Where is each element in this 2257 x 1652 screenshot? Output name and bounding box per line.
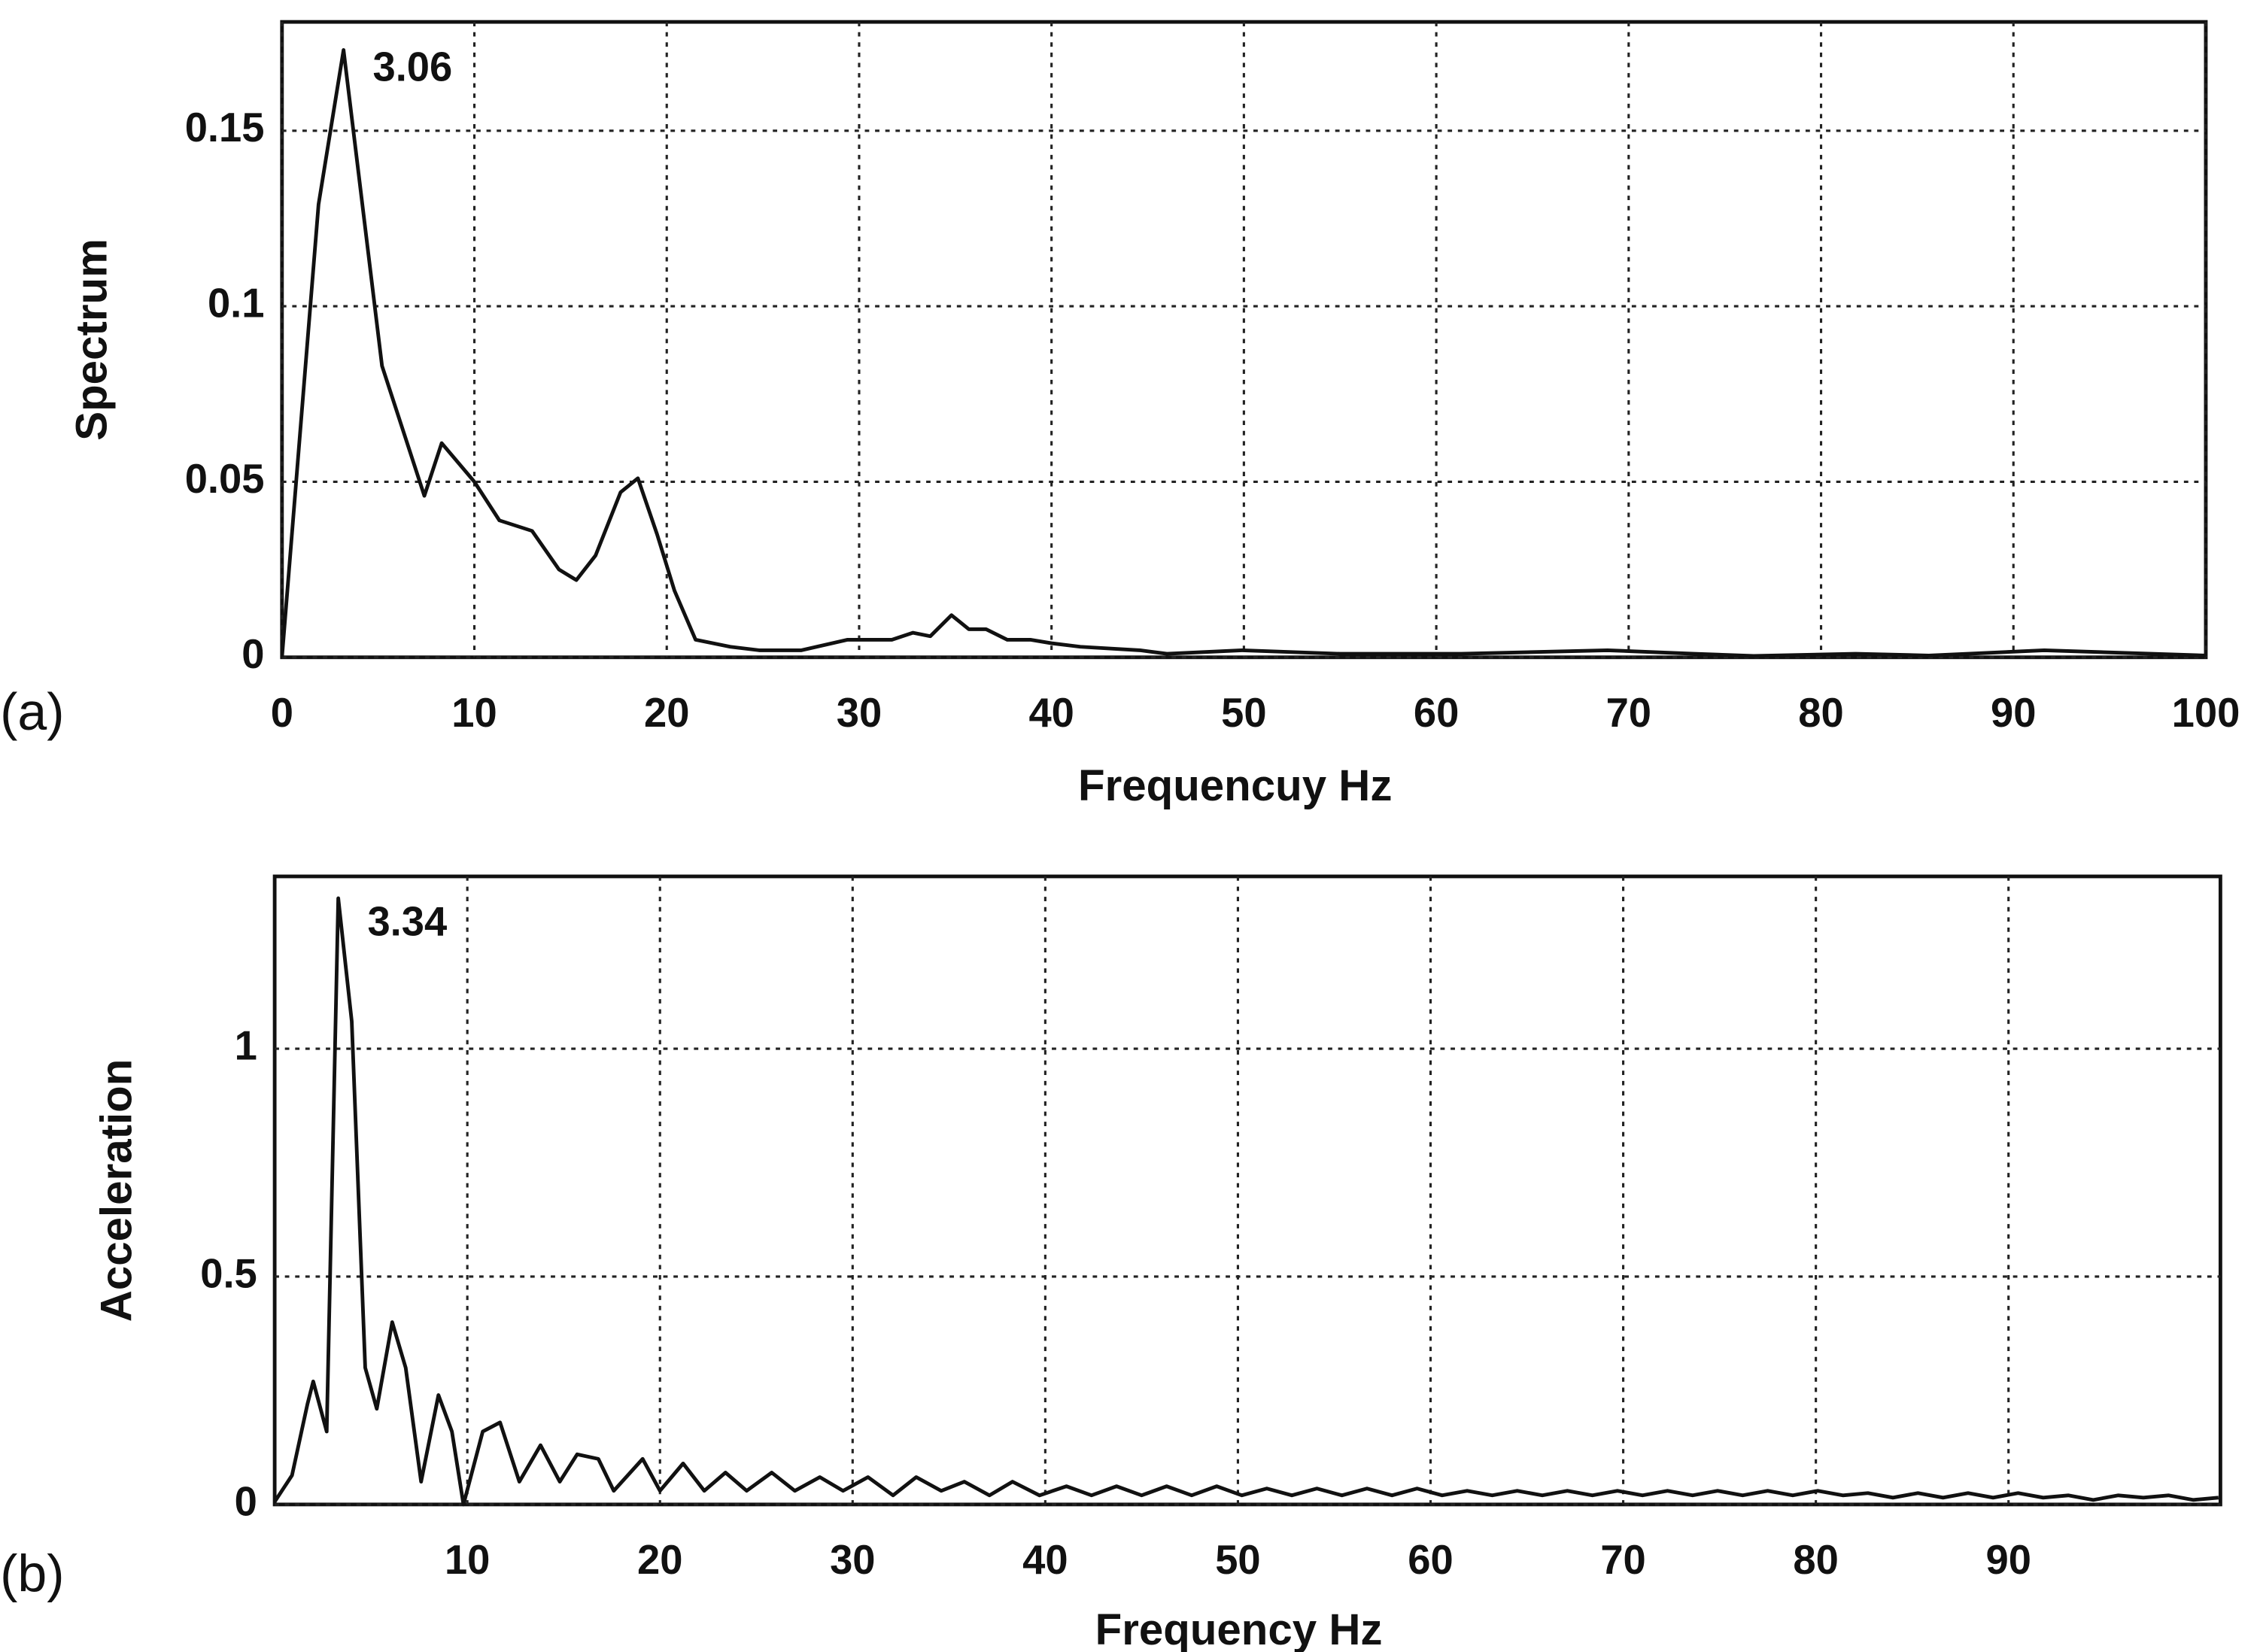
y-tick-label: 0 bbox=[235, 1478, 257, 1524]
y-tick-label: 0.05 bbox=[185, 456, 265, 502]
x-tick-label: 10 bbox=[451, 690, 497, 736]
x-tick-label: 40 bbox=[1028, 690, 1074, 736]
x-tick-label: 20 bbox=[644, 690, 689, 736]
x-tick-label: 40 bbox=[1022, 1537, 1068, 1583]
x-tick-label: 60 bbox=[1414, 690, 1459, 736]
x-tick-label: 100 bbox=[2172, 690, 2240, 736]
panel-label: (b) bbox=[0, 1544, 64, 1602]
peak-annotation: 3.06 bbox=[372, 44, 452, 90]
x-tick-label: 90 bbox=[1991, 690, 2036, 736]
x-tick-label: 30 bbox=[837, 690, 882, 736]
x-tick-label: 70 bbox=[1600, 1537, 1645, 1583]
y-tick-label: 1 bbox=[235, 1022, 257, 1068]
x-tick-label: 50 bbox=[1215, 1537, 1260, 1583]
y-tick-label: 0.15 bbox=[185, 105, 265, 150]
data-line bbox=[273, 896, 2219, 1507]
peak-annotation: 3.34 bbox=[367, 898, 447, 944]
y-axis-label: Acceleration bbox=[93, 1059, 141, 1323]
plot-frame bbox=[272, 874, 2222, 1507]
data-line bbox=[280, 48, 2207, 658]
x-tick-label: 80 bbox=[1793, 1537, 1838, 1583]
y-axis-label: Spectrum bbox=[68, 238, 117, 441]
x-tick-label: 70 bbox=[1606, 690, 1651, 736]
x-tick-label: 30 bbox=[830, 1537, 875, 1583]
panel-label: (a) bbox=[0, 682, 64, 741]
x-tick-label: 10 bbox=[445, 1537, 490, 1583]
x-axis-label: Frequencuy Hz bbox=[1078, 761, 1392, 810]
x-tick-label: 50 bbox=[1221, 690, 1266, 736]
x-axis-label: Frequency Hz bbox=[1095, 1605, 1383, 1652]
x-tick-label: 90 bbox=[1985, 1537, 2031, 1583]
y-tick-label: 0.1 bbox=[208, 280, 265, 326]
y-tick-label: 0.5 bbox=[200, 1250, 257, 1296]
y-tick-label: 0 bbox=[241, 631, 264, 677]
x-tick-label: 0 bbox=[271, 690, 293, 736]
x-tick-label: 20 bbox=[637, 1537, 682, 1583]
x-tick-label: 80 bbox=[1798, 690, 1843, 736]
x-tick-label: 60 bbox=[1408, 1537, 1453, 1583]
